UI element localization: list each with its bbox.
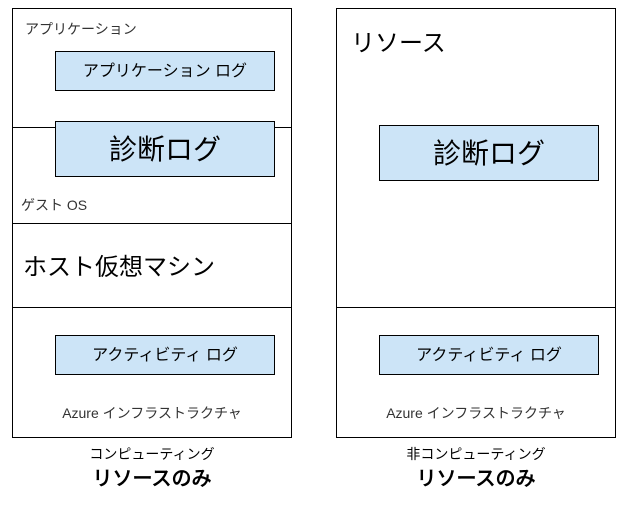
left-activity-log-box: アクティビティ ログ	[55, 335, 275, 375]
right-activity-log-label: アクティビティ ログ	[416, 347, 562, 364]
right-cap-sub: 非コンピューティング	[336, 444, 616, 464]
left-column: アプリケーション アプリケーション ログ 診断ログ ゲスト OS ホスト仮想マシ…	[12, 8, 292, 491]
right-diag-log-box: 診断ログ	[379, 125, 599, 181]
host-vm-label: ホスト仮想マシン	[23, 247, 215, 282]
right-outer-box: リソース 診断ログ アクティビティ ログ Azure インフラストラクチャ	[336, 8, 616, 438]
left-diag-log-box: 診断ログ	[55, 121, 275, 177]
left-sep-3	[13, 307, 291, 308]
right-sep-1	[337, 307, 615, 308]
left-outer-box: アプリケーション アプリケーション ログ 診断ログ ゲスト OS ホスト仮想マシ…	[12, 8, 292, 438]
right-diag-log-label: 診断ログ	[433, 138, 545, 169]
right-column: リソース 診断ログ アクティビティ ログ Azure インフラストラクチャ 非コ…	[336, 8, 616, 491]
right-cap-main: リソースのみ	[336, 462, 616, 491]
app-log-box: アプリケーション ログ	[55, 51, 275, 91]
left-infra-label: Azure インフラストラクチャ	[13, 403, 291, 423]
right-activity-log-box: アクティビティ ログ	[379, 335, 599, 375]
right-infra-label: Azure インフラストラクチャ	[337, 403, 615, 423]
left-diag-log-label: 診断ログ	[109, 134, 221, 165]
left-sep-2	[13, 223, 291, 224]
left-cap-sub: コンピューティング	[12, 444, 292, 464]
app-log-label: アプリケーション ログ	[83, 63, 247, 80]
left-cap-main: リソースのみ	[12, 462, 292, 491]
resource-label: リソース	[351, 23, 446, 58]
left-activity-log-label: アクティビティ ログ	[92, 347, 238, 364]
app-section-label: アプリケーション	[25, 19, 137, 39]
guest-os-label: ゲスト OS	[21, 195, 87, 215]
